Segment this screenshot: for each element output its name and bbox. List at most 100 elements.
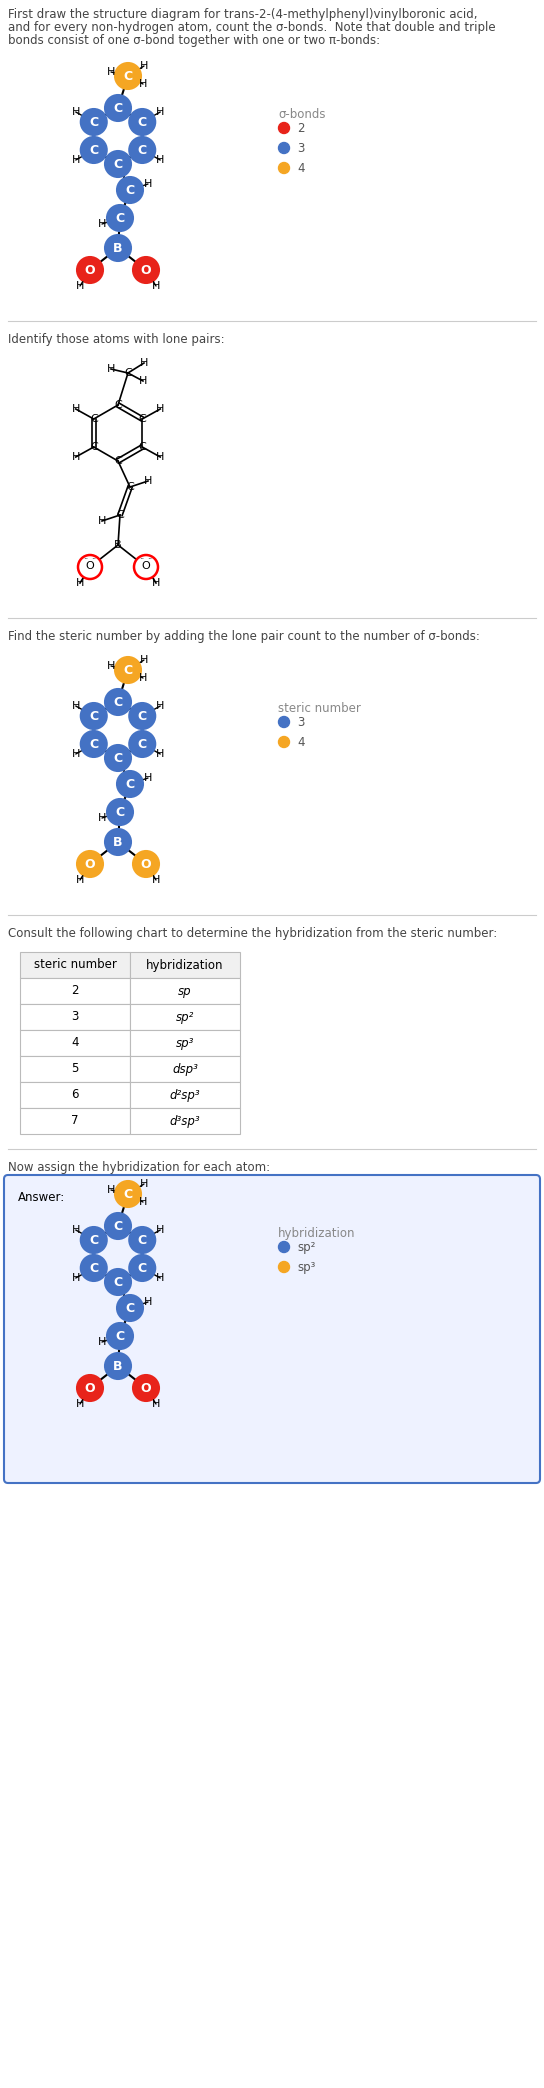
Bar: [130, 977, 240, 1004]
Text: C: C: [114, 1219, 122, 1232]
Text: C: C: [115, 1330, 125, 1343]
Text: C: C: [123, 1188, 133, 1201]
Text: 6: 6: [71, 1088, 79, 1102]
Text: C: C: [89, 115, 98, 129]
Bar: [20, 1082, 130, 1109]
Text: O: O: [141, 562, 150, 570]
Text: C: C: [138, 737, 147, 750]
Circle shape: [105, 745, 131, 770]
Circle shape: [117, 770, 143, 798]
Bar: [130, 1109, 240, 1134]
Circle shape: [77, 257, 103, 284]
Text: 5: 5: [71, 1063, 79, 1075]
Text: H: H: [76, 1399, 84, 1409]
Circle shape: [133, 852, 159, 877]
Circle shape: [105, 1270, 131, 1295]
Text: B: B: [114, 541, 122, 549]
Text: sp³: sp³: [297, 1261, 316, 1274]
Circle shape: [129, 731, 155, 758]
Text: d²sp³: d²sp³: [170, 1088, 200, 1102]
Bar: [130, 1029, 240, 1057]
Text: H: H: [144, 180, 152, 190]
Text: C: C: [89, 737, 98, 750]
Bar: [130, 1082, 240, 1109]
Text: B: B: [113, 835, 123, 848]
Text: sp²: sp²: [297, 1240, 316, 1253]
Bar: [130, 1004, 240, 1029]
Text: ··: ··: [139, 555, 145, 564]
Text: sp²: sp²: [176, 1011, 194, 1023]
Circle shape: [133, 1376, 159, 1401]
Text: 7: 7: [71, 1115, 79, 1128]
Text: sp³: sp³: [176, 1036, 194, 1050]
Text: hybridization: hybridization: [278, 1228, 355, 1240]
Text: H: H: [76, 282, 84, 290]
Circle shape: [105, 150, 131, 177]
Circle shape: [81, 704, 107, 729]
Circle shape: [105, 1213, 131, 1238]
Text: C: C: [123, 69, 133, 84]
Text: H: H: [152, 578, 160, 589]
Circle shape: [115, 63, 141, 90]
Text: H: H: [107, 363, 115, 374]
Text: H: H: [144, 476, 152, 487]
Text: H: H: [72, 403, 80, 413]
Text: H: H: [156, 750, 164, 760]
Text: C: C: [114, 455, 122, 466]
Text: σ-bonds: σ-bonds: [278, 109, 325, 121]
Circle shape: [105, 829, 131, 854]
Circle shape: [105, 94, 131, 121]
Text: H: H: [76, 578, 84, 589]
Text: B: B: [113, 1359, 123, 1372]
Text: H: H: [152, 282, 160, 290]
Text: O: O: [141, 263, 151, 276]
Circle shape: [105, 1353, 131, 1378]
Text: 2: 2: [297, 121, 305, 134]
Bar: [20, 977, 130, 1004]
Text: d³sp³: d³sp³: [170, 1115, 200, 1128]
Text: C: C: [138, 1261, 147, 1274]
Bar: [130, 952, 240, 977]
Text: H: H: [156, 702, 164, 712]
Circle shape: [77, 852, 103, 877]
Text: steric number: steric number: [34, 958, 116, 971]
Circle shape: [107, 1324, 133, 1349]
Text: H: H: [139, 376, 147, 386]
Circle shape: [133, 257, 159, 284]
Circle shape: [107, 205, 133, 232]
Text: 3: 3: [297, 716, 305, 729]
Text: H: H: [152, 875, 160, 885]
Text: ··: ··: [83, 555, 89, 564]
Text: C: C: [114, 752, 122, 764]
Text: B: B: [113, 242, 123, 255]
Text: H: H: [72, 106, 80, 117]
Circle shape: [77, 1376, 103, 1401]
Text: C: C: [89, 710, 98, 722]
Text: O: O: [85, 1382, 95, 1395]
Bar: [130, 1057, 240, 1082]
Bar: [20, 1029, 130, 1057]
Text: H: H: [140, 656, 148, 664]
Text: Now assign the hybridization for each atom:: Now assign the hybridization for each at…: [8, 1161, 270, 1173]
Circle shape: [279, 716, 289, 727]
Text: C: C: [90, 443, 97, 451]
Text: Identify those atoms with lone pairs:: Identify those atoms with lone pairs:: [8, 332, 225, 347]
Circle shape: [107, 800, 133, 825]
Text: H: H: [144, 773, 152, 783]
Text: 3: 3: [297, 142, 305, 155]
Text: C: C: [123, 664, 133, 677]
Text: C: C: [138, 413, 146, 424]
Text: sp: sp: [178, 986, 192, 998]
Text: O: O: [141, 1382, 151, 1395]
Text: H: H: [152, 1399, 160, 1409]
Text: H: H: [139, 79, 147, 90]
Text: O: O: [85, 562, 94, 570]
Bar: [20, 952, 130, 977]
Circle shape: [81, 1255, 107, 1282]
Text: H: H: [140, 1180, 148, 1188]
Circle shape: [78, 555, 102, 578]
Circle shape: [115, 658, 141, 683]
Text: Answer:: Answer:: [18, 1190, 65, 1205]
Bar: [20, 1109, 130, 1134]
Text: C: C: [138, 144, 147, 157]
